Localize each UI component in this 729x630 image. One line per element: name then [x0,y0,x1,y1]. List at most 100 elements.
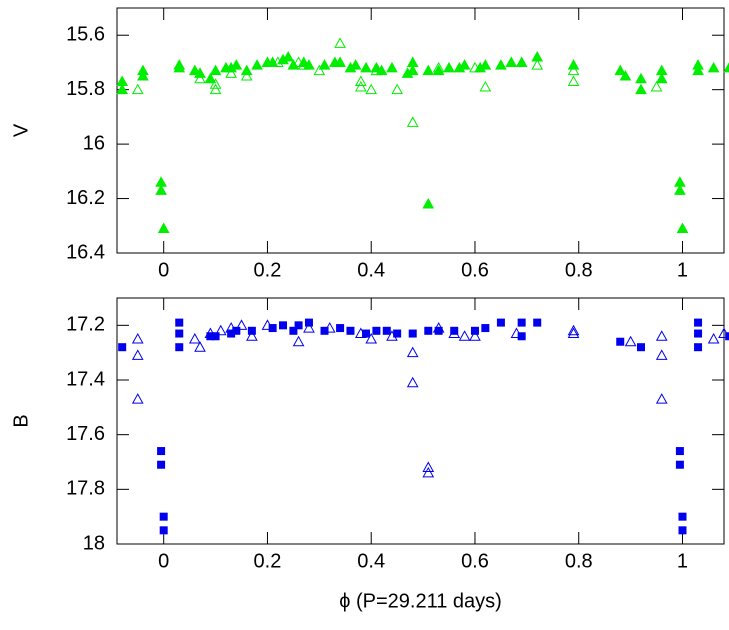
data-point [251,59,263,70]
data-point [655,393,668,404]
data-point [334,37,346,48]
data-point [408,329,417,338]
y-axis-label: B [10,414,32,427]
x-tick-label: 0.4 [357,550,385,572]
data-point [360,61,372,73]
data-point [323,322,336,333]
data-point [240,70,253,81]
y-tick-label: 18 [83,532,105,554]
data-point [349,59,362,70]
data-point [692,64,704,76]
data-point [354,80,367,92]
data-point [725,332,729,341]
data-point [313,64,326,76]
data-point [619,70,632,81]
x-tick-label: 0 [158,550,169,572]
data-point [131,332,144,344]
data-point [694,318,703,327]
data-point [289,326,298,335]
data-point [567,327,580,339]
data-point [386,330,398,341]
data-point [118,343,127,352]
data-point [496,318,505,327]
data-point [214,324,227,336]
plot-frame [116,297,725,545]
data-point [517,332,526,341]
data-point [674,184,686,195]
data-point [157,222,170,233]
data-point [279,321,288,330]
data-point [635,83,647,95]
data-point [336,324,345,333]
data-point [382,326,391,335]
data-point [294,321,303,330]
data-point [424,326,433,335]
data-point [448,327,461,339]
data-point [510,327,523,339]
x-tick-label: 0.6 [461,550,489,572]
data-point [495,59,507,70]
data-point [567,75,580,86]
data-point [434,326,443,335]
y-axis-label: V [10,123,32,137]
data-point [707,61,720,73]
x-tick-label: 0.2 [254,259,282,281]
data-point [209,64,222,76]
data-point [655,72,668,84]
data-point [422,466,435,478]
x-tick-label: 0.6 [461,259,489,281]
data-point [406,116,419,127]
data-point [354,327,367,339]
data-point [517,318,526,327]
data-point [655,349,668,360]
y-tick-label: 17.6 [66,423,105,445]
data-point [531,59,544,70]
data-point [155,184,167,195]
data-point [505,56,518,67]
data-point [137,70,149,81]
x-tick-label: 0.2 [254,550,282,572]
data-point [175,318,184,327]
data-point [655,330,668,341]
x-tick-label: 0.4 [357,259,385,281]
data-point [450,326,459,335]
data-point [515,56,528,67]
data-point [303,322,315,333]
x-tick-label: 0.8 [565,550,593,572]
data-point [334,56,346,67]
data-point [406,64,419,76]
data-point [230,59,243,70]
data-point [422,64,435,76]
data-point [406,346,419,358]
data-point [391,83,404,95]
data-point [694,329,703,338]
data-point [458,59,471,70]
data-point [209,78,222,89]
data-point [204,72,217,84]
data-point [479,80,492,92]
data-point [365,332,378,344]
data-point [159,512,168,521]
data-point [354,75,367,86]
data-point [616,337,625,346]
data-point [567,324,580,336]
data-point [365,83,378,95]
data-point [292,335,305,347]
data-point [131,349,144,360]
data-point [624,335,637,347]
data-point [287,59,300,70]
data-point [694,343,703,352]
y-tick-label: 16.2 [66,187,105,209]
data-point [614,64,627,76]
plot-frame [116,7,725,254]
data-point [406,376,419,388]
data-point [636,343,645,352]
data-point [225,67,237,78]
data-point [271,56,284,67]
x-tick-label: 0 [158,259,169,281]
data-point [432,61,445,73]
data-point [650,80,663,92]
data-point [469,61,481,73]
data-point [723,62,729,73]
